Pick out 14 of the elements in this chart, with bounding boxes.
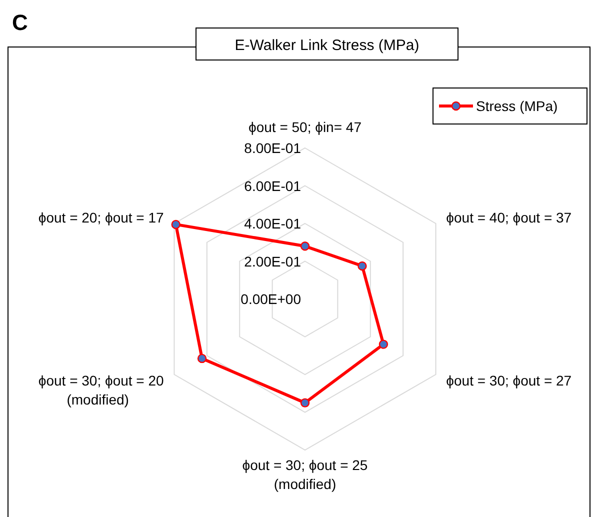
spoke-label: ϕout = 20; ϕout = 17 [38,210,164,226]
chart-title: E-Walker Link Stress (MPa) [234,37,420,54]
spoke-label: ϕout = 40; ϕout = 37 [446,210,572,226]
legend-label: Stress (MPa) [476,98,558,114]
spoke-label: ϕout = 30; ϕout = 20 (modified) [38,372,164,408]
y-tick-label: 2.00E-01 [244,253,302,270]
y-tick-label: 8.00E-01 [244,140,302,156]
spoke-label: ϕout = 30; ϕout = 25 (modified) [242,457,368,492]
text: C [12,10,28,35]
spoke-label: ϕout = 50; ϕin= 47 [248,119,362,135]
y-tick-label: 0.00E+00 [240,291,302,307]
spoke-label: ϕout = 30; ϕout = 27 [446,372,572,388]
y-tick-label: 4.00E-01 [244,216,302,232]
y-tick-label: 6.00E-01 [244,178,302,194]
